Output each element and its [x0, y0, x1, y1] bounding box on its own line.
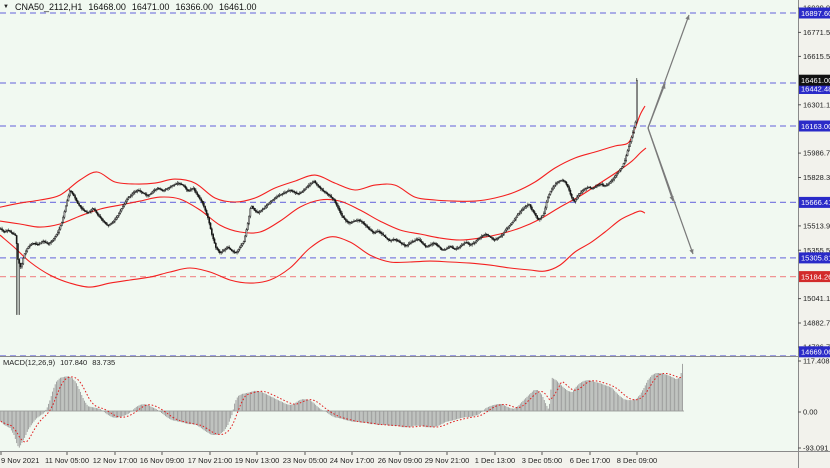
- time-tick-label: 12 Nov 17:00: [93, 456, 138, 465]
- time-tick-label: 8 Dec 09:00: [617, 456, 657, 465]
- level-price-label: 15305.81: [799, 252, 830, 264]
- trend-projection-lines[interactable]: [647, 14, 694, 255]
- macd-indicator-label: MACD(12,26,9) 107.840 83.735: [3, 358, 115, 367]
- macd-tick-label: 117.408: [803, 357, 830, 366]
- time-tick-label: 1 Dec 13:00: [475, 456, 515, 465]
- svg-text:15666.41: 15666.41: [801, 198, 830, 207]
- macd-tick-label: -93.091: [803, 444, 828, 453]
- svg-text:14669.06: 14669.06: [801, 348, 830, 357]
- price-axis-strip[interactable]: [799, 0, 830, 468]
- ohlc-close: 16461.00: [218, 2, 257, 12]
- time-tick-label: 3 Dec 05:00: [522, 456, 562, 465]
- bollinger-middle: [0, 147, 647, 241]
- level-price-label: 16897.60: [799, 7, 830, 19]
- macd-pane: [0, 363, 684, 448]
- time-axis[interactable]: 9 Nov 2021 11 Nov 05:00 12 Nov 17:00 16 Nov…: [0, 452, 657, 465]
- time-tick-label: 9 Nov 2021: [1, 456, 39, 465]
- price-tick-label: 16615.50: [803, 52, 830, 61]
- level-price-label: 15184.26: [799, 271, 830, 283]
- price-tick-label: 15986.70: [803, 149, 830, 158]
- svg-text:16897.60: 16897.60: [801, 9, 830, 18]
- macd-name: MACD(12,26,9): [3, 358, 56, 367]
- level-price-label: 14669.06: [799, 346, 830, 358]
- time-tick-label: 19 Nov 13:00: [235, 456, 280, 465]
- time-tick-label: 23 Nov 05:00: [283, 456, 328, 465]
- macd-signal-value: 83.735: [92, 358, 116, 367]
- time-tick-label: 6 Dec 17:00: [570, 456, 610, 465]
- svg-text:15305.81: 15305.81: [801, 254, 830, 263]
- time-axis-strip[interactable]: [0, 451, 798, 468]
- time-tick-label: 17 Nov 21:00: [188, 456, 233, 465]
- ohlc-low: 16366.00: [175, 2, 213, 12]
- ohlc-open: 16468.00: [88, 2, 126, 12]
- price-tick-label: 16301.10: [803, 100, 830, 109]
- bollinger-bands: [0, 105, 647, 288]
- level-price-label: 15666.41: [799, 196, 830, 208]
- macd-signal-line: [0, 372, 683, 443]
- time-tick-label: 29 Nov 21:00: [425, 456, 470, 465]
- svg-text:15184.26: 15184.26: [801, 272, 830, 281]
- price-tick-label: 15355.50: [803, 246, 830, 255]
- time-tick-label: 24 Nov 17:00: [330, 456, 375, 465]
- macd-tick-label: 0.00: [803, 408, 818, 417]
- price-tick-label: 14882.70: [803, 319, 830, 328]
- svg-text:16461.00: 16461.00: [801, 76, 830, 85]
- price-tick-label: 15041.10: [803, 294, 830, 303]
- time-tick-label: 26 Nov 09:00: [378, 456, 423, 465]
- macd-main-value: 107.840: [60, 358, 88, 367]
- time-tick-label: 11 Nov 05:00: [45, 456, 89, 465]
- time-tick-label: 16 Nov 09:00: [140, 456, 185, 465]
- price-tick-label: 15513.90: [803, 222, 830, 231]
- bid-price-label: 16461.00: [799, 74, 830, 86]
- chart-marker-icon: ▼: [3, 4, 9, 10]
- svg-text:16163.00: 16163.00: [801, 122, 830, 131]
- bollinger-lower: [0, 210, 646, 288]
- price-tick-label: 16771.50: [803, 28, 830, 37]
- chart-title: ▼ CNA50_2112,H1 16468.00 16471.00 16366.…: [3, 2, 257, 12]
- symbol-timeframe-label: CNA50_2112,H1: [14, 2, 83, 12]
- level-price-label: 16442.48: [799, 83, 830, 94]
- svg-text:16442.48: 16442.48: [801, 84, 830, 93]
- price-tick-label: 15828.30: [803, 173, 830, 182]
- candles: [0, 78, 638, 315]
- level-price-label: 16163.00: [799, 120, 830, 132]
- bollinger-upper: [0, 105, 646, 208]
- ohlc-high: 16471.00: [131, 2, 170, 12]
